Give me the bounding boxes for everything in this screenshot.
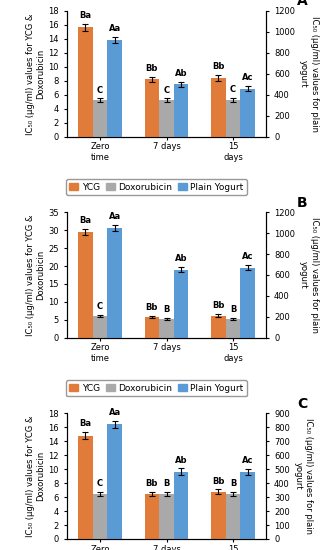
Y-axis label: IC₅₀ (μg/ml) values for YCG &
Doxorubicin: IC₅₀ (μg/ml) values for YCG & Doxorubici… — [26, 415, 46, 537]
Bar — [145, 317, 159, 338]
Bar — [226, 494, 240, 539]
Text: Bb: Bb — [212, 301, 225, 310]
Bar — [226, 319, 240, 338]
Bar — [145, 494, 159, 539]
Text: Ab: Ab — [175, 456, 187, 465]
Bar — [78, 232, 93, 338]
Text: Aa: Aa — [109, 408, 121, 417]
Bar — [93, 494, 107, 539]
Bar — [93, 316, 107, 338]
Y-axis label: IC₅₀ (μg/ml) values for plain
yogurt: IC₅₀ (μg/ml) values for plain yogurt — [299, 217, 319, 333]
Bar — [211, 316, 226, 338]
Text: C: C — [97, 302, 103, 311]
Text: Ac: Ac — [242, 252, 253, 261]
Y-axis label: IC₅₀ (μg/ml) values for plain
yogurt: IC₅₀ (μg/ml) values for plain yogurt — [299, 16, 319, 132]
Bar — [107, 40, 122, 137]
Bar — [240, 89, 255, 137]
Text: C: C — [297, 397, 307, 411]
Text: Ba: Ba — [79, 419, 91, 428]
Text: Ba: Ba — [79, 216, 91, 225]
Text: C: C — [97, 86, 103, 95]
Text: C: C — [230, 85, 236, 94]
Text: Ab: Ab — [175, 254, 187, 263]
Bar — [159, 101, 174, 137]
Text: B: B — [297, 196, 308, 210]
Text: C: C — [164, 86, 169, 95]
Y-axis label: IC₅₀ (μg/ml) values for YCG &
Doxorubicin: IC₅₀ (μg/ml) values for YCG & Doxorubici… — [26, 214, 46, 336]
Legend: YCG, Doxorubicin, Plain Yogurt: YCG, Doxorubicin, Plain Yogurt — [66, 179, 247, 195]
Text: A: A — [297, 0, 308, 8]
Bar — [145, 79, 159, 137]
Bar — [174, 270, 188, 338]
Bar — [211, 492, 226, 539]
Text: Bb: Bb — [212, 63, 225, 72]
Text: Bb: Bb — [212, 477, 225, 486]
Bar — [174, 472, 188, 539]
Text: Bb: Bb — [146, 480, 158, 488]
Bar — [226, 100, 240, 137]
Text: C: C — [97, 480, 103, 488]
Text: B: B — [230, 480, 236, 488]
Text: B: B — [230, 305, 236, 315]
Bar — [240, 472, 255, 539]
Text: Bb: Bb — [146, 64, 158, 73]
Text: Bb: Bb — [146, 303, 158, 312]
Bar — [93, 101, 107, 137]
Bar — [78, 27, 93, 137]
Bar — [159, 494, 174, 539]
Text: Aa: Aa — [109, 212, 121, 221]
Bar — [107, 425, 122, 539]
Bar — [174, 84, 188, 137]
Bar — [211, 78, 226, 137]
Legend: YCG, Doxorubicin, Plain Yogurt: YCG, Doxorubicin, Plain Yogurt — [66, 380, 247, 397]
Text: Ab: Ab — [175, 69, 187, 78]
Bar — [107, 228, 122, 338]
Text: Ac: Ac — [242, 73, 253, 82]
Text: Ba: Ba — [79, 11, 91, 20]
Text: Ac: Ac — [242, 456, 253, 465]
Y-axis label: IC₅₀ (μg/ml) values for YCG &
Doxorubicin: IC₅₀ (μg/ml) values for YCG & Doxorubici… — [26, 13, 46, 135]
Text: B: B — [163, 480, 170, 488]
Text: Aa: Aa — [109, 24, 121, 34]
Text: B: B — [163, 305, 170, 315]
Bar — [78, 436, 93, 539]
Y-axis label: IC₅₀ (μg/ml) values for plain
yogurt: IC₅₀ (μg/ml) values for plain yogurt — [294, 418, 313, 534]
Bar — [240, 268, 255, 338]
Bar — [159, 319, 174, 338]
